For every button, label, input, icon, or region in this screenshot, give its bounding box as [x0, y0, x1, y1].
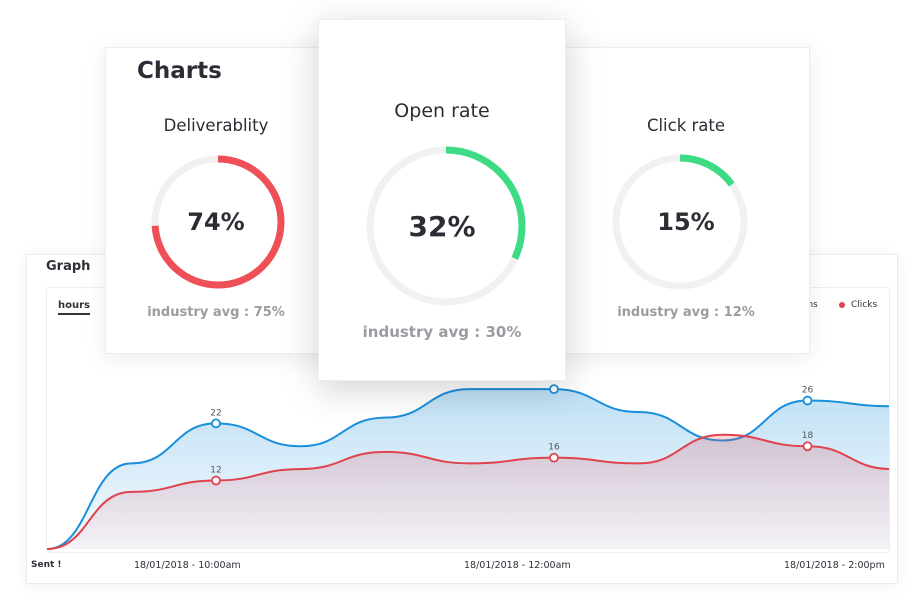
tab-hours[interactable]: hours: [58, 300, 90, 315]
plot-series-group: [46, 388, 889, 550]
industry-avg-text: industry avg : 75%: [147, 305, 285, 320]
gauge-title: Open rate: [394, 100, 490, 122]
click-rate-card: Click rate 15% industry avg : 12%: [562, 47, 810, 354]
legend-clicks-label: Clicks: [851, 300, 878, 310]
page-title: Charts: [137, 58, 222, 84]
opens-data-point[interactable]: [549, 384, 559, 395]
open-rate-card: Open rate 32% industry avg : 30%: [318, 19, 566, 381]
x-tick-label: 18/01/2018 - 10:00am: [134, 560, 241, 571]
opens-data-label: 26: [802, 386, 814, 396]
clicks-data-label: 12: [210, 465, 221, 475]
x-axis-start-label: Sent !: [31, 560, 62, 570]
gauge-value: 15%: [657, 208, 715, 236]
gauge-progress-arc: [151, 155, 285, 289]
click-rate-gauge: [612, 154, 748, 290]
deliverability-gauge: [151, 155, 285, 289]
industry-avg-text: industry avg : 12%: [617, 305, 755, 320]
gauge-title: Deliverablity: [163, 116, 269, 135]
x-tick-label: 18/01/2018 - 2:00pm: [784, 560, 885, 571]
legend-clicks[interactable]: Clicks: [839, 300, 877, 310]
gauge-value: 32%: [408, 210, 476, 243]
opens-data-point[interactable]: [211, 418, 221, 429]
gauge-title: Click rate: [646, 116, 726, 135]
opens-data-point[interactable]: [802, 395, 813, 406]
clicks-line: [46, 433, 889, 550]
gauge-progress-arc: [612, 154, 748, 290]
clicks-area: [47, 434, 889, 549]
opens-data-label: 22: [210, 408, 221, 418]
open-rate-gauge: [366, 146, 526, 306]
clicks-data-label: 18: [802, 431, 814, 441]
x-tick-label: 18/01/2018 - 12:00am: [464, 560, 571, 571]
clicks-data-point[interactable]: [802, 441, 813, 452]
graph-title: Graph: [46, 259, 91, 274]
clicks-data-point[interactable]: [549, 452, 559, 463]
gauge-progress-arc: [366, 146, 526, 306]
industry-avg-text: industry avg : 30%: [362, 323, 522, 341]
clicks-data-label: 16: [548, 443, 560, 453]
opens-line: [46, 388, 889, 550]
clicks-data-point[interactable]: [211, 475, 221, 486]
legend-clicks-marker: [839, 302, 845, 308]
gauge-value: 74%: [187, 208, 245, 236]
deliverability-card: Charts Deliverablity 74% industry avg : …: [105, 47, 327, 354]
